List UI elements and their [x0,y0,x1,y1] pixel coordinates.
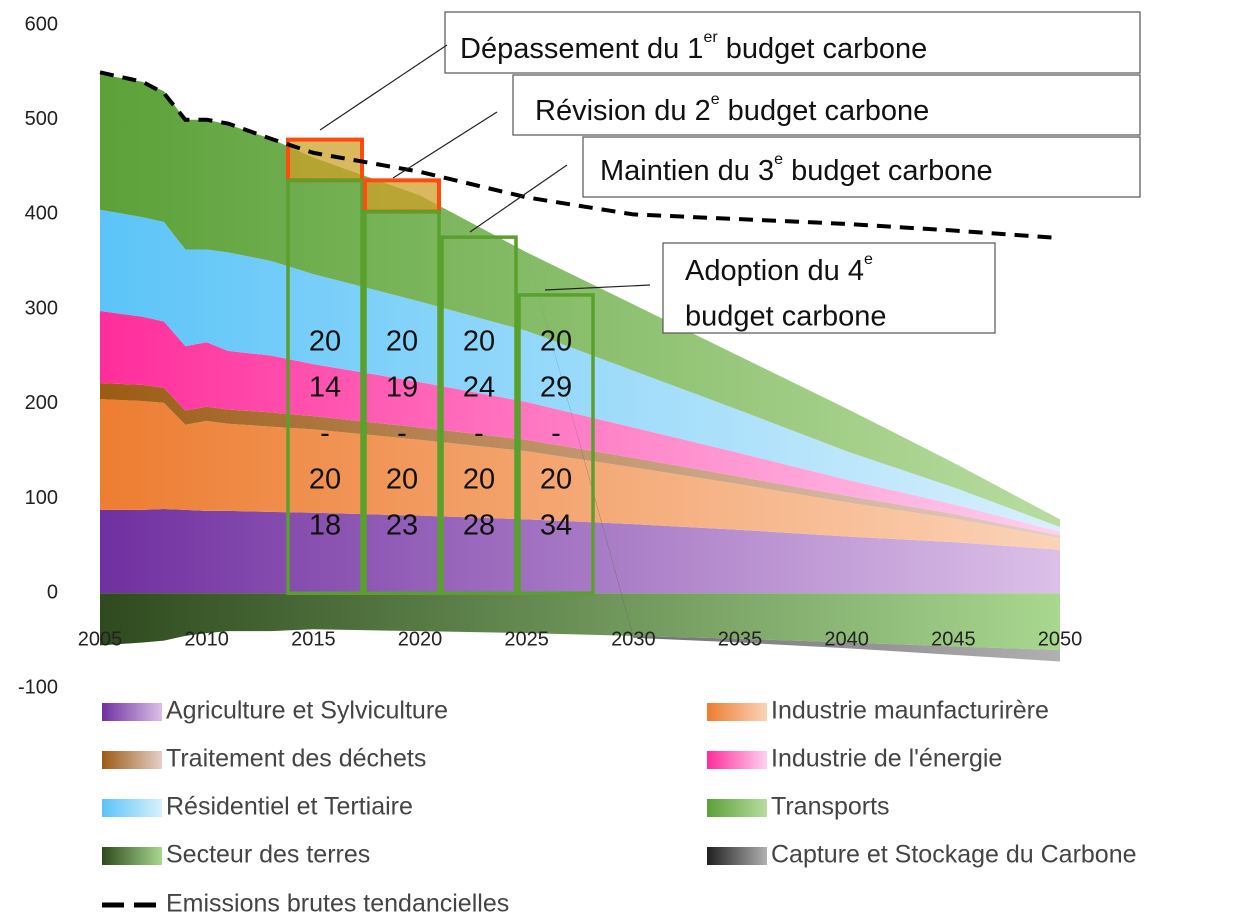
budget-period: - [320,418,330,450]
budget-period: - [397,418,407,450]
annotation-text: budget carbone [718,33,928,65]
budget-period: 20 [309,464,341,496]
budget-period: 20 [463,326,495,358]
legend-label: Secteur des terres [166,841,370,869]
budget-period: - [551,418,561,450]
y-tick-label: 500 [25,108,58,130]
legend-label: Industrie maunfacturirère [771,697,1049,725]
legend-swatch [707,799,767,817]
budget-overshoot [286,137,364,183]
annotation-sup: er [703,29,718,46]
budget-period: 14 [309,372,341,404]
legend-swatch [707,703,767,721]
budget-box [517,293,595,596]
budget-period: 19 [386,372,418,404]
legend-label: Emissions brutes tendancielles [166,890,509,918]
legend-label: Résidentiel et Tertiaire [166,793,413,821]
y-tick-label: -100 [18,676,58,698]
leader-line [469,164,568,233]
y-tick-label: 100 [25,487,58,509]
budget-period: - [474,418,484,450]
budget-period: 20 [463,464,495,496]
budget-box [286,178,364,596]
area [100,74,1060,527]
x-tick-label: 2015 [291,628,336,650]
annotation-text: Dépassement du 1 [460,33,703,65]
overlay: 20 14 - 20 18 20 19 - 20 23 20 24 - 20 28 20 29 - 20 34 Dépa… [99,11,1141,596]
annotation-box [512,74,1141,136]
annotation-line2: budget carbone [685,301,887,333]
legend-swatch [102,847,162,865]
x-tick-label: 2010 [184,628,229,650]
budget-period: 18 [309,510,341,542]
area [100,399,1060,550]
budget-box [440,235,518,596]
area [100,209,1060,532]
leader-line [544,284,651,291]
annotation-sup: e [711,91,720,108]
legend-swatch [102,703,162,721]
area [100,383,1060,539]
legend-swatch [102,751,162,769]
budget-period: 20 [386,464,418,496]
area [100,593,1060,651]
annotation-sup: e [774,151,783,168]
legend-label: Transports [771,793,890,821]
leader-line [319,44,448,131]
legend-swatch [707,847,767,865]
legend-label: Agriculture et Sylviculture [166,697,448,725]
legend-swatch [102,799,162,817]
budget-period: 20 [540,464,572,496]
legend-swatch [707,751,767,769]
x-tick-label: 2005 [78,628,123,650]
annotation-text: Maintien du 3 [600,155,774,187]
annotation: Adoption du 4e [685,251,873,286]
annotation-box [444,11,1141,74]
budget-period: 23 [386,510,418,542]
x-tick-label: 2020 [398,628,443,650]
x-tick-label: 2030 [611,628,656,650]
budget-period: 29 [540,372,572,404]
trend-line [99,70,1061,241]
annotation-box [582,136,1141,198]
leader-line [392,111,498,179]
x-tick-label: 2040 [824,628,869,650]
legend-label: Industrie de l'énergie [771,745,1002,773]
budget-overshoot [363,178,441,214]
annotation-text: Révision du 2 [535,95,711,127]
legend-label: Traitement des déchets [166,745,426,773]
annotation: Maintien du 3e budget carbone [600,151,993,186]
x-tick-label: 2050 [1038,628,1083,650]
x-tick-label: 2025 [504,628,549,650]
annotation: Révision du 2e budget carbone [535,91,929,126]
budget-box [363,209,441,596]
annotation-text: Adoption du 4 [685,255,864,287]
y-tick-label: 400 [25,203,58,225]
area [100,311,1060,536]
budget-period: 20 [309,326,341,358]
y-tick-label: 0 [47,582,58,604]
annotation-box [662,242,996,334]
budget-period: 20 [540,326,572,358]
annotation: Dépassement du 1er budget carbone [460,29,927,64]
annotation-text: budget carbone [720,95,930,127]
x-tick-label: 2045 [931,628,976,650]
y-tick-label: 200 [25,392,58,414]
y-tick-label: 600 [25,13,58,35]
budget-period: 34 [540,510,572,542]
y-tick-label: 300 [25,297,58,319]
area [100,508,1060,594]
annotation-text: budget carbone [783,155,993,187]
budget-period: 20 [386,326,418,358]
budget-period: 28 [463,510,495,542]
x-tick-label: 2035 [718,628,763,650]
annotation-sup: e [864,251,873,268]
areas [100,74,1060,662]
legend-label: Capture et Stockage du Carbone [771,841,1137,869]
budget-period: 24 [463,372,495,404]
